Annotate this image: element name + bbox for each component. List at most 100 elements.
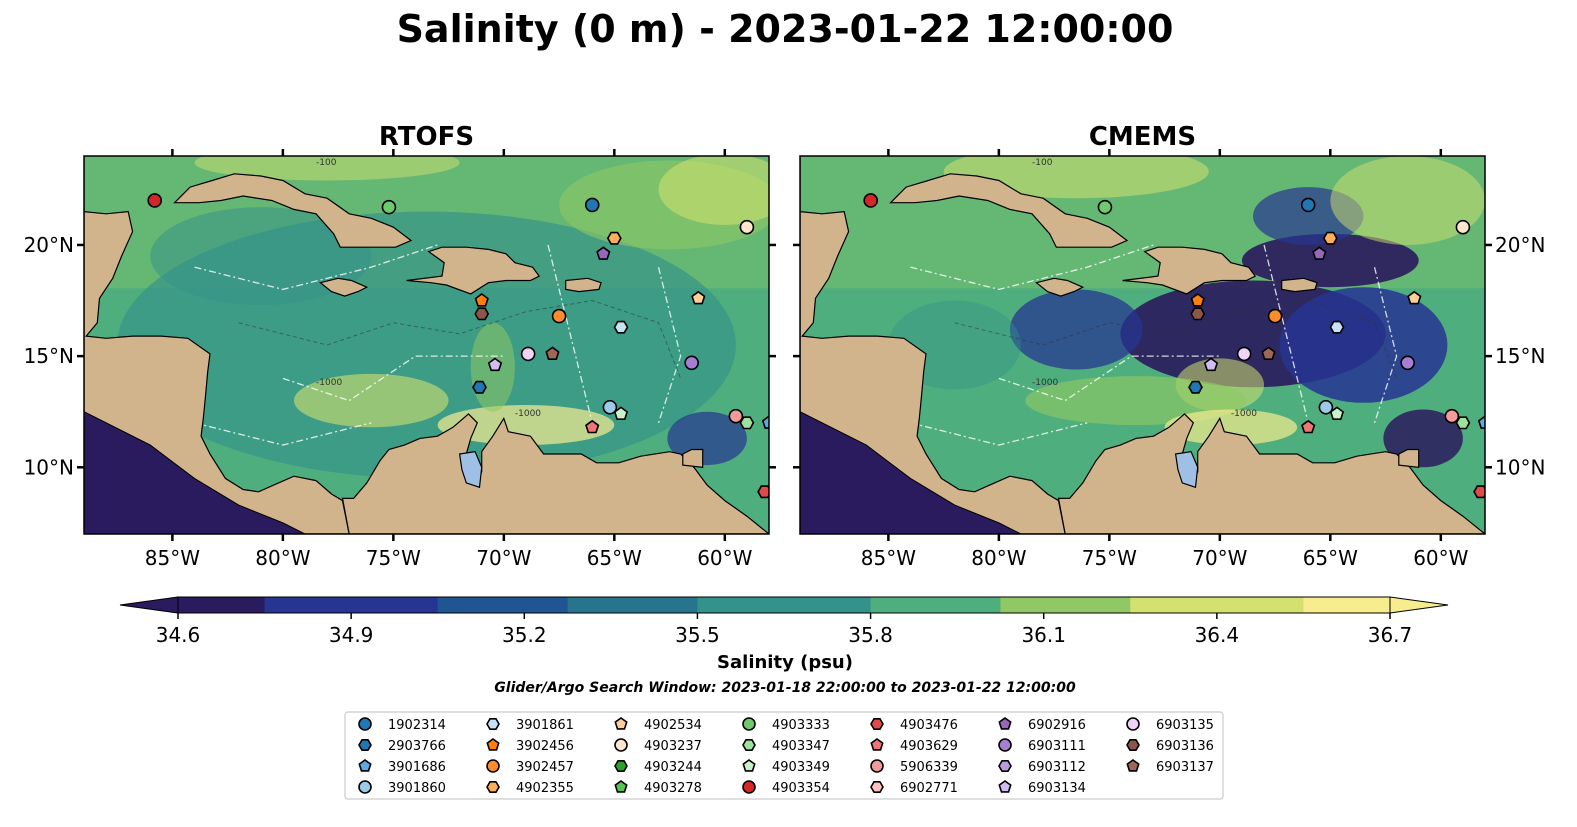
float-marker-4902355 (606, 231, 622, 245)
bathymetry-contour (954, 300, 1398, 379)
legend-marker-6903135 (1126, 717, 1140, 731)
contour-label: -1000 (316, 378, 342, 388)
legend-label-4903349: 4903349 (772, 760, 830, 775)
float-marker-4902355 (1322, 231, 1338, 245)
colorbar-bin (784, 597, 828, 613)
panel-frame (799, 155, 1486, 535)
legend-label-6902916: 6902916 (1028, 718, 1086, 733)
legend-marker-6903136 (1126, 738, 1140, 752)
float-marker-4903237 (1455, 219, 1471, 235)
salinity-feature (1241, 233, 1419, 288)
colorbar-bin (221, 597, 266, 613)
float-marker-6903135 (1236, 346, 1252, 362)
legend-label-6902771: 6902771 (900, 781, 958, 796)
colorbar-tick-label: 34.6 (156, 623, 201, 647)
salinity-feature (293, 373, 449, 428)
boundary-line (910, 422, 1088, 446)
legend-label-3901686: 3901686 (388, 760, 446, 775)
map-panel-cmems: CMEMS -1000 -1000 -100 85°W 80°W 75°W 70°W 65°W 6… (793, 122, 1545, 570)
x-tick-label: 70°W (476, 546, 531, 570)
legend-marker-5906339 (870, 759, 884, 773)
panel-title: CMEMS (1089, 122, 1196, 152)
x-tick-label: 75°W (1082, 546, 1137, 570)
colorbar-bin (1346, 597, 1391, 613)
float-marker-6903134 (487, 357, 503, 372)
float-marker-6903136 (1190, 307, 1206, 321)
float-marker-3901860 (602, 399, 618, 415)
float-marker-5906339 (728, 408, 744, 424)
colorbar-bin (697, 597, 742, 613)
colorbar-bin (1303, 597, 1348, 613)
colorbar-bin (307, 597, 352, 613)
land-mass (1281, 277, 1318, 293)
legend-marker-6903112 (998, 759, 1012, 773)
land-mass (319, 277, 369, 297)
legend-label-6903136: 6903136 (1156, 739, 1214, 754)
boundary-line (1263, 244, 1309, 423)
float-marker-6903137 (545, 346, 560, 361)
pacific-water (84, 411, 306, 534)
float-marker-4903354 (147, 193, 163, 208)
legend-marker-4903476 (870, 717, 884, 731)
panel-title: RTOFS (379, 122, 474, 152)
colorbar-frame (177, 596, 1391, 614)
legend-marker-4903237 (614, 738, 628, 752)
legend-label-6903137: 6903137 (1156, 760, 1214, 775)
land-mass (173, 173, 413, 248)
salinity-field: -1000 -1000 -100 (84, 156, 769, 534)
panel-frame (83, 155, 770, 535)
map-panel-rtofs: RTOFS -1000 -1000 -100 85°W 80°W 75°W 70°W 65°W 6… (24, 122, 776, 570)
salinity-feature (194, 156, 460, 181)
colorbar-bin (178, 597, 222, 613)
y-tick-label: 10°N (1495, 455, 1545, 479)
colorbar-bin (437, 597, 482, 613)
salinity-feature (658, 156, 769, 225)
x-tick-label: 60°W (697, 546, 752, 570)
colorbar-bin (524, 597, 569, 613)
boundary-line (282, 355, 504, 402)
float-marker-2903766 (1188, 380, 1203, 394)
legend-marker-4903333 (742, 717, 756, 731)
x-tick-label: 85°W (145, 546, 200, 570)
colorbar-bin (1260, 597, 1304, 613)
search-window: Glider/Argo Search Window: 2023-01-18 22… (494, 680, 1076, 696)
float-marker-1902314 (1300, 197, 1316, 213)
float-marker-1902314 (584, 197, 600, 213)
float-marker-4903237 (739, 219, 755, 235)
float-marker-4903629 (1301, 419, 1316, 434)
float-marker-2903766 (472, 380, 487, 394)
boundary-line (1373, 267, 1398, 424)
colorbar-bin (1000, 597, 1045, 613)
salinity-feature (1279, 287, 1448, 403)
float-marker-4903347 (739, 416, 755, 430)
colorbar-tick-label: 35.2 (502, 623, 547, 647)
legend-marker-6903134 (998, 780, 1012, 793)
float-marker-6902916 (1312, 246, 1327, 260)
x-tick-label: 70°W (1192, 546, 1247, 570)
salinity-feature (1009, 289, 1143, 370)
salinity-feature (1164, 409, 1298, 446)
lake-maracaibo (458, 451, 483, 489)
float-marker-3901686 (761, 415, 769, 429)
x-tick-label: 85°W (861, 546, 916, 570)
legend-marker-1902314 (358, 717, 372, 731)
x-tick-label: 80°W (971, 546, 1026, 570)
legend-marker-4902355 (486, 780, 500, 794)
float-marker-4903349 (1329, 406, 1345, 421)
float-marker-4903349 (613, 406, 629, 421)
legend-marker-6903111 (998, 738, 1012, 752)
float-marker-4903333 (381, 199, 397, 215)
y-tick-label: 15°N (1495, 344, 1545, 368)
legend-marker-4903244 (614, 759, 628, 773)
legend-marker-6902916 (998, 717, 1012, 730)
float-marker-6903135 (520, 346, 536, 362)
colorbar-bin (1087, 597, 1131, 613)
x-tick-label: 80°W (255, 546, 310, 570)
boundary-line (194, 422, 372, 446)
legend-marker-6903137 (1126, 759, 1140, 772)
legend-marker-2903766 (358, 738, 372, 752)
colorbar-bin (957, 597, 1001, 613)
legend-label-4903333: 4903333 (772, 718, 830, 733)
colorbar-bin (1216, 597, 1261, 613)
